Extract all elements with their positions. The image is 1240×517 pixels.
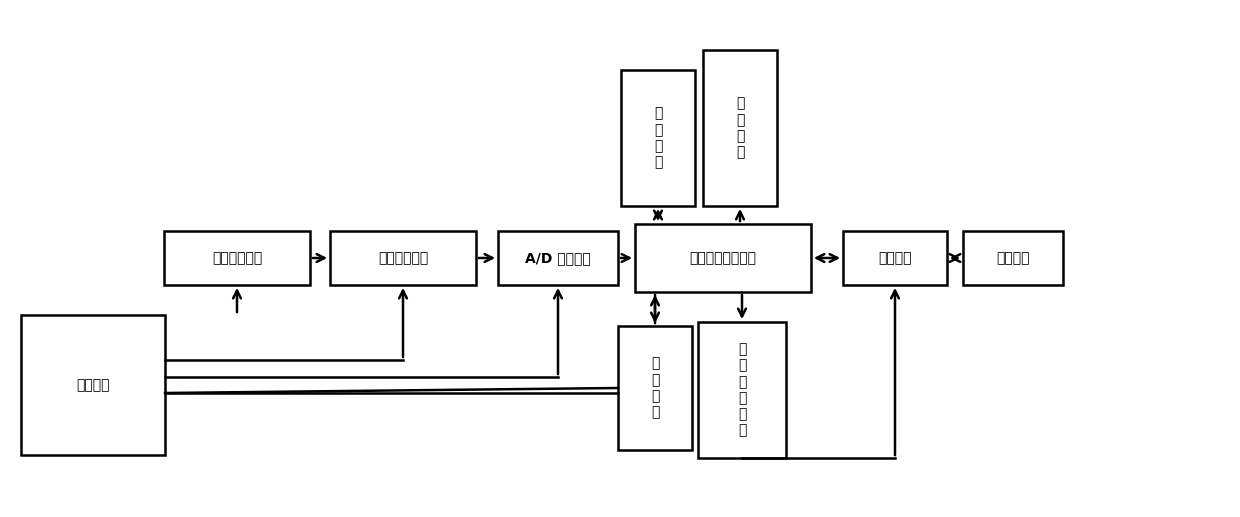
Bar bbox=[698, 322, 786, 458]
Text: 存
储
单
元: 存 储 单 元 bbox=[653, 107, 662, 169]
Bar bbox=[618, 326, 692, 450]
Bar bbox=[621, 70, 694, 206]
Text: 取能单元: 取能单元 bbox=[76, 378, 110, 392]
Text: 报
警
单
元: 报 警 单 元 bbox=[651, 357, 660, 419]
Bar bbox=[498, 231, 618, 285]
Text: 通信单元: 通信单元 bbox=[878, 251, 911, 265]
Text: A/D 转换单元: A/D 转换单元 bbox=[525, 251, 591, 265]
Bar bbox=[21, 315, 165, 455]
Bar bbox=[963, 231, 1063, 285]
Text: 显
示
单
元: 显 示 单 元 bbox=[735, 97, 744, 159]
Bar bbox=[843, 231, 947, 285]
Bar bbox=[703, 50, 777, 206]
Bar bbox=[635, 224, 811, 292]
Text: 信号采集单元: 信号采集单元 bbox=[212, 251, 262, 265]
Text: 中央控制处理单元: 中央控制处理单元 bbox=[689, 251, 756, 265]
Bar bbox=[330, 231, 476, 285]
Text: 信号调理单元: 信号调理单元 bbox=[378, 251, 428, 265]
Text: 监控中心: 监控中心 bbox=[996, 251, 1029, 265]
Bar bbox=[164, 231, 310, 285]
Text: 按
键
输
入
单
元: 按 键 输 入 单 元 bbox=[738, 342, 746, 437]
